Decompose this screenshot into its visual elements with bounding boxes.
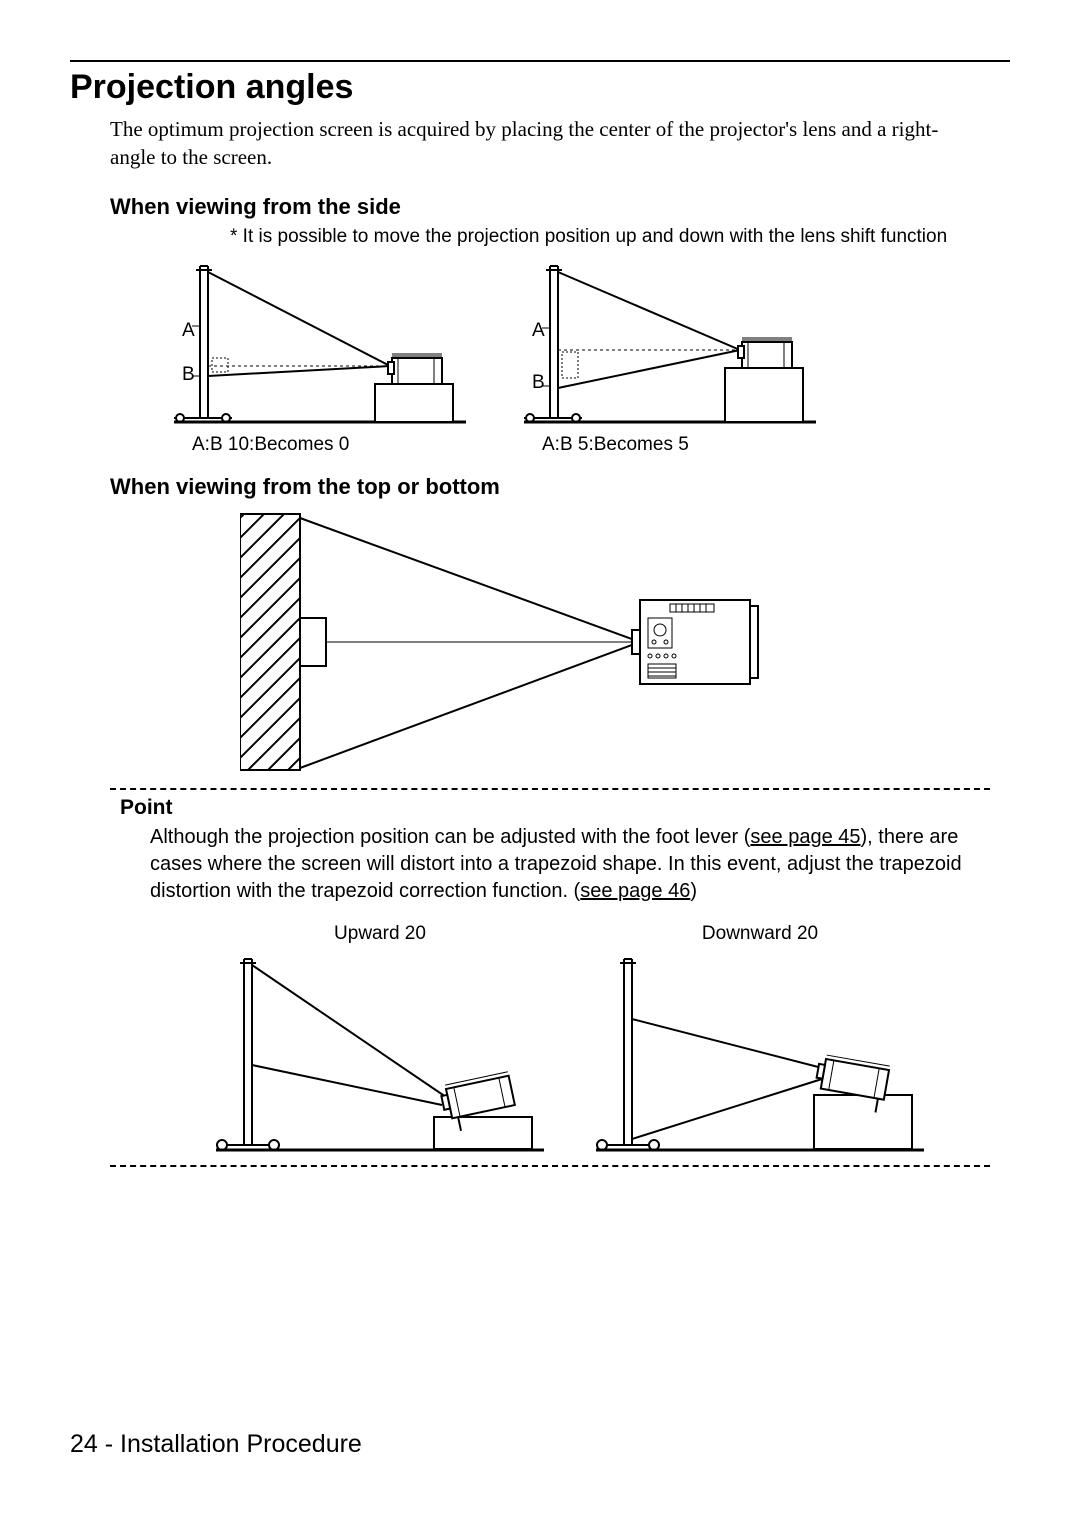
dash-rule-bottom	[110, 1165, 990, 1167]
top-rule	[70, 60, 1010, 62]
upward-label: Upward 20	[334, 923, 426, 945]
point-link-1[interactable]: see page 45	[750, 826, 860, 848]
dash-rule-top	[110, 788, 990, 790]
page-title: Projection angles	[70, 68, 1010, 107]
topbottom-svg	[240, 508, 780, 778]
point-text-1: Although the projection position can be …	[150, 826, 750, 848]
downward-figure: Downward 20	[590, 923, 930, 1159]
side-note: * It is possible to move the projection …	[230, 226, 1010, 248]
point-text-3: )	[690, 880, 697, 902]
point-body: Although the projection position can be …	[150, 824, 970, 905]
downward-svg	[590, 949, 930, 1159]
side-figures-row: A B A:B 10:Becomes 0	[170, 258, 1010, 456]
side-caption-right: A:B 5:Becomes 5	[542, 434, 820, 456]
side-heading: When viewing from the side	[110, 194, 1010, 220]
label-B: B	[182, 364, 195, 385]
upward-svg	[210, 949, 550, 1159]
point-link-2[interactable]: see page 46	[580, 880, 690, 902]
page-footer: 24 - Installation Procedure	[70, 1430, 362, 1459]
side-caption-left: A:B 10:Becomes 0	[192, 434, 470, 456]
point-heading: Point	[120, 796, 1010, 820]
intro-paragraph: The optimum projection screen is acquire…	[110, 115, 970, 172]
side-figure-right: A B A:B 5:Becomes 5	[520, 258, 820, 456]
label-B: B	[532, 372, 545, 393]
side-svg-left: A B	[170, 258, 470, 428]
label-A: A	[532, 320, 545, 341]
downward-label: Downward 20	[702, 923, 818, 945]
page-root: Projection angles The optimum projection…	[0, 0, 1080, 1529]
topbottom-heading: When viewing from the top or bottom	[110, 474, 1010, 500]
side-figure-left: A B A:B 10:Becomes 0	[170, 258, 470, 456]
label-A: A	[182, 320, 195, 341]
side-svg-right: A B	[520, 258, 820, 428]
upward-figure: Upward 20	[210, 923, 550, 1159]
topbottom-figure	[240, 508, 1010, 778]
keystone-row: Upward 20	[210, 923, 1010, 1159]
